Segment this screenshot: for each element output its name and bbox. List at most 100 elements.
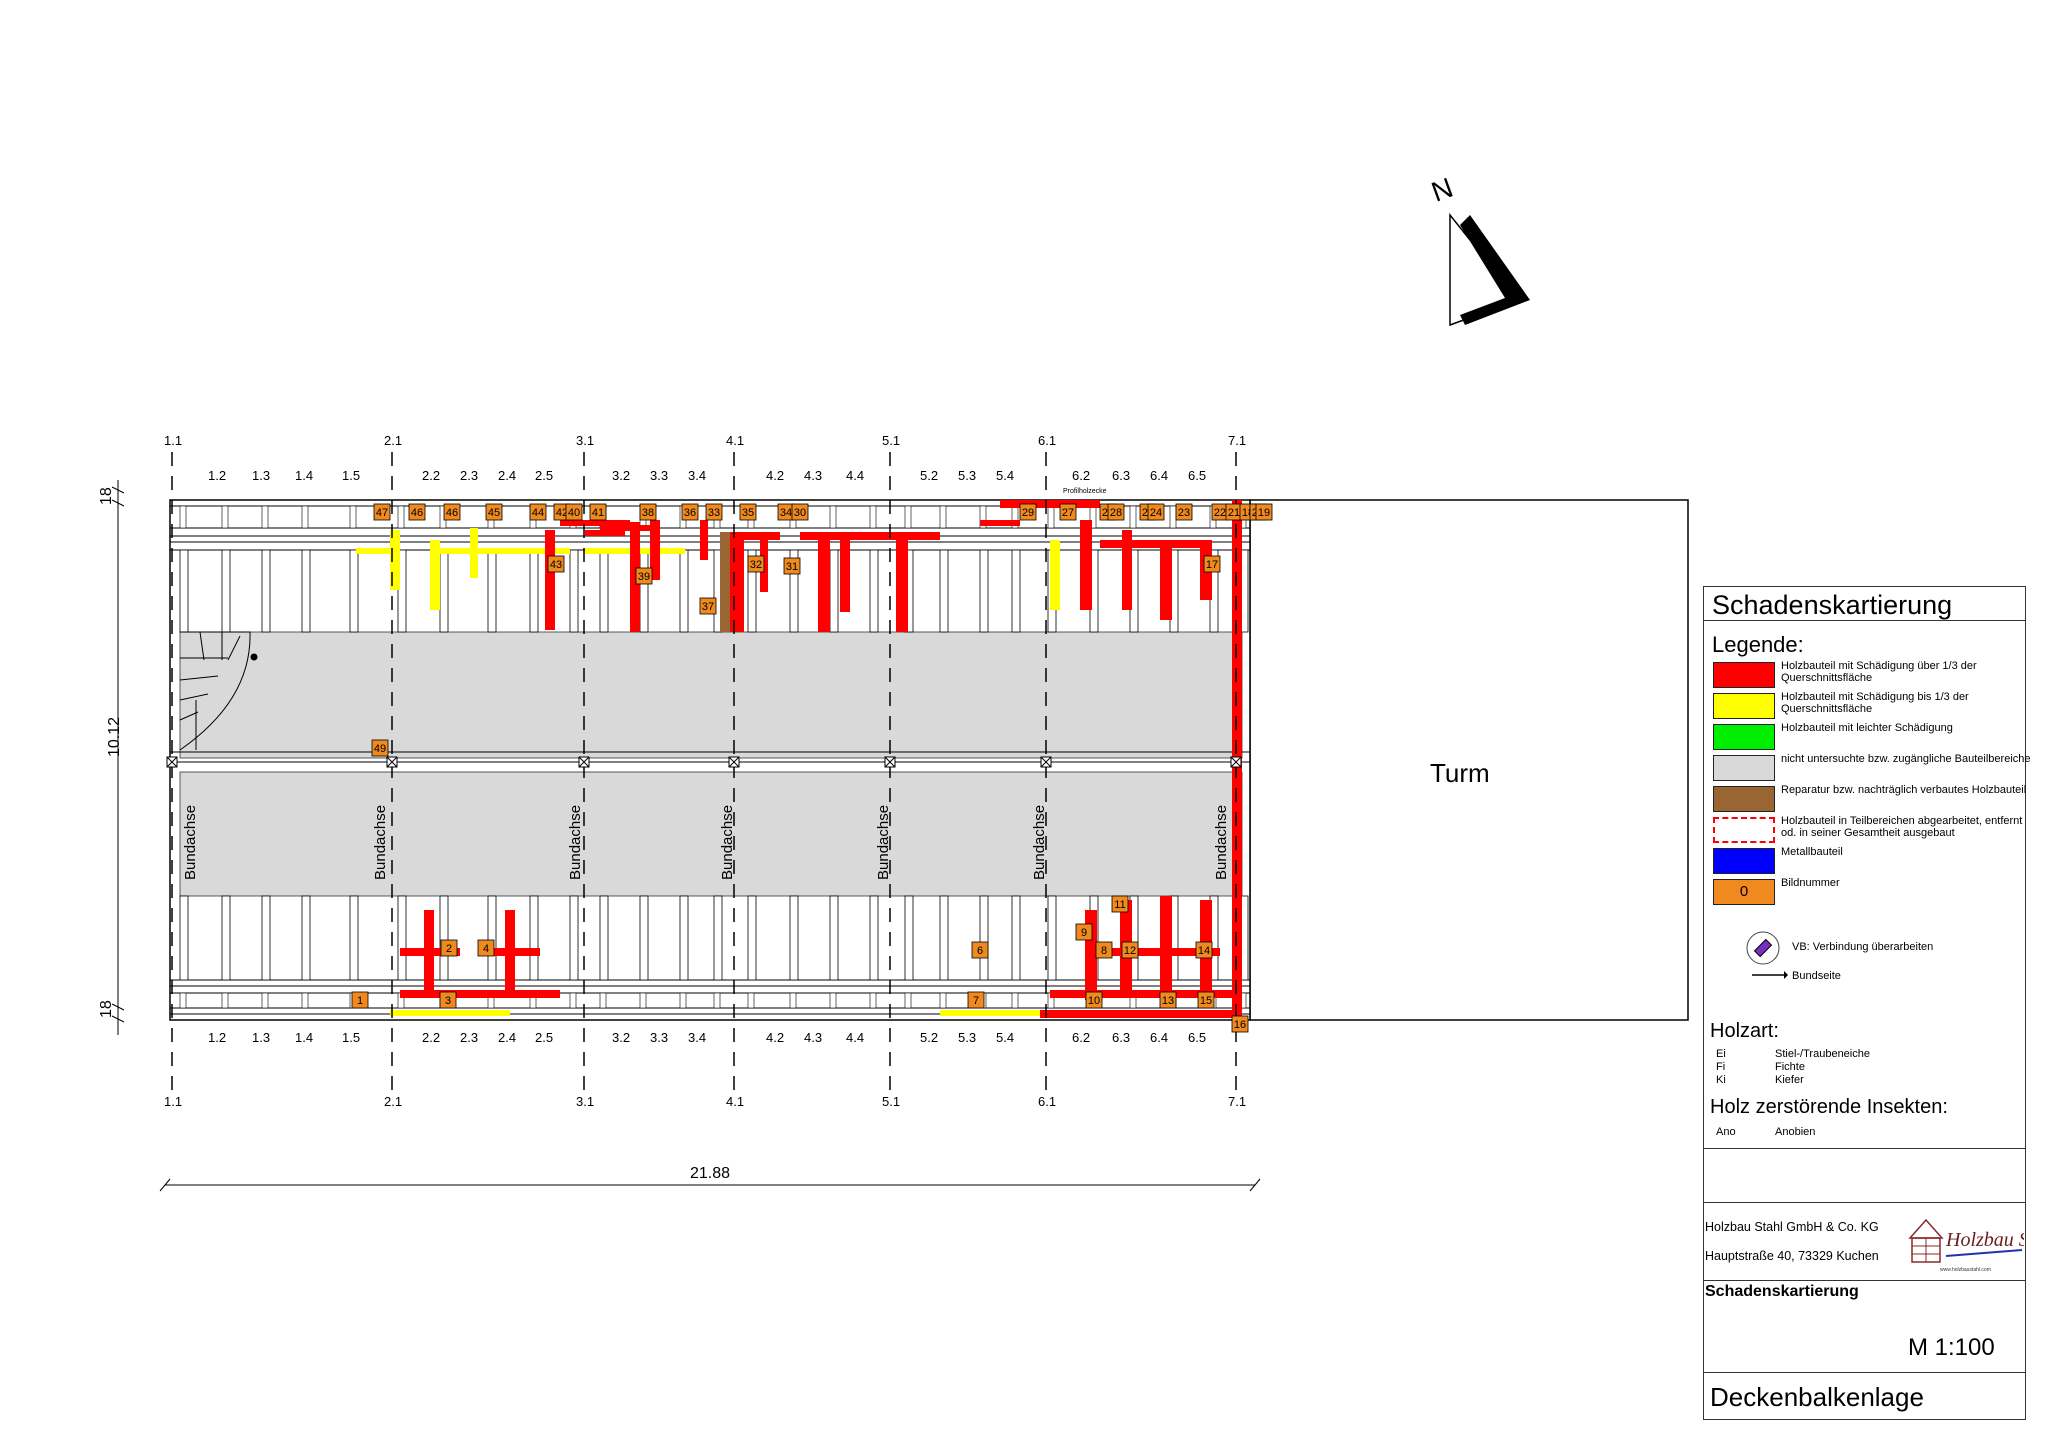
marker-text: 3 (445, 995, 451, 1007)
company-address: Hauptstraße 40, 73329 Kuchen (1705, 1249, 1879, 1263)
profil-note: Profilholzecke (1063, 488, 1107, 495)
joist (747, 549, 757, 633)
marker-text: 39 (638, 571, 650, 583)
marker-text: 15 (1200, 995, 1212, 1007)
joist (261, 549, 271, 633)
joist-end (639, 992, 647, 1009)
axis-label-top: 3.1 (576, 433, 594, 448)
marker-box (739, 503, 757, 521)
marker-text: 13 (1162, 995, 1174, 1007)
marker-box (1197, 991, 1215, 1009)
image-number-marker: 46 (443, 503, 461, 521)
legend-label: Bildnummer (1781, 877, 1840, 889)
marker-text: 17 (1206, 559, 1218, 571)
marker-text: 31 (786, 561, 798, 573)
image-number-marker: 15 (1197, 991, 1215, 1009)
image-number-marker: 37 (699, 597, 717, 615)
axis-lines: 1.1 1.1 2.1 2.1 3.1 3.1 4.1 4.1 5.1 5.1 6.1 6.1 7.1 7… (164, 433, 1246, 1109)
joist-end (569, 992, 577, 1009)
joist (679, 549, 689, 633)
image-number-marker: 44 (529, 503, 547, 521)
axis-label-top: 1.1 (164, 433, 182, 448)
image-number-markers: 4746464544424041383633353430292726282524… (351, 503, 1273, 1033)
axis-label-bottom: 5.1 (882, 1094, 900, 1109)
legend-swatch: 0 (1713, 879, 1775, 905)
marker-text: 23 (1178, 507, 1190, 519)
sub-axis-label-bottom: 2.2 (422, 1030, 440, 1045)
marker-text: 33 (708, 507, 720, 519)
sub-axis-label-top: 2.2 (422, 468, 440, 483)
dim-left-bottom: 18 (98, 1000, 115, 1018)
vb-label: VB: Verbindung überarbeiten (1792, 941, 1934, 953)
marker-text: 43 (550, 559, 562, 571)
marker-box (1159, 991, 1177, 1009)
post-cross (1040, 756, 1052, 768)
bundseite-arrow-icon (1752, 968, 1788, 986)
marker-box (1195, 941, 1213, 959)
sub-axis-label-top: 1.3 (252, 468, 270, 483)
marker-text: 16 (1234, 1019, 1246, 1031)
joist (397, 549, 407, 633)
sub-axis-label-bottom: 1.4 (295, 1030, 313, 1045)
staircase-icon (179, 631, 258, 751)
sub-axis-label-bottom: 3.2 (612, 1030, 630, 1045)
sub-axis-label-bottom: 5.2 (920, 1030, 938, 1045)
damage-mark (700, 520, 708, 560)
sub-axis-label-top: 1.2 (208, 468, 226, 483)
titleblock-divider-2 (1703, 1202, 2026, 1203)
sub-axis-label-top: 3.4 (688, 468, 706, 483)
image-number-marker: 2 (440, 939, 458, 957)
image-number-marker: 27 (1059, 503, 1077, 521)
joist-end (904, 992, 912, 1009)
joist-end (869, 505, 877, 529)
sub-axis-label-bottom: 1.2 (208, 1030, 226, 1045)
bundachse-label: Bundachse (875, 805, 892, 880)
legend-swatch (1713, 724, 1775, 750)
image-number-marker: 4 (477, 939, 495, 957)
marker-text: 10 (1088, 995, 1100, 1007)
joist-end (679, 992, 687, 1009)
axis-label-top: 2.1 (384, 433, 402, 448)
marker-box (440, 939, 458, 957)
joist (261, 895, 271, 981)
damage-mark (818, 532, 830, 632)
joist-end (179, 992, 187, 1009)
image-number-marker: 45 (485, 503, 503, 521)
sub-axis-label-bottom: 3.3 (650, 1030, 668, 1045)
bundachse-label: Bundachse (1031, 805, 1048, 880)
marker-box (1255, 503, 1273, 521)
joist (221, 549, 231, 633)
image-number-marker: 43 (547, 555, 565, 573)
joist (979, 549, 989, 633)
sub-axis-label-top: 6.5 (1188, 468, 1206, 483)
not-examined-area-top (179, 631, 1243, 759)
joist-end (179, 505, 187, 529)
sub-axis-label-bottom: 6.2 (1072, 1030, 1090, 1045)
axis-label-top: 7.1 (1228, 433, 1246, 448)
sub-axis-label-bottom: 2.3 (460, 1030, 478, 1045)
sub-axis-label-bottom: 6.5 (1188, 1030, 1206, 1045)
damage-mark (1100, 540, 1200, 548)
holzart-code: Ki (1716, 1074, 1726, 1086)
titleblock-divider-1 (1703, 1148, 2026, 1149)
marker-text: 19 (1258, 507, 1270, 519)
damage-mark (1160, 540, 1172, 620)
marker-box (477, 939, 495, 957)
legend-label: nicht untersuchte bzw. zugängliche Baute… (1781, 753, 2031, 765)
marker-box (1175, 503, 1193, 521)
image-number-marker: 7 (967, 991, 985, 1009)
joist-end (904, 505, 912, 529)
bundachse-label: Bundachse (567, 805, 584, 880)
marker-box (1095, 941, 1113, 959)
damage-mark (585, 530, 625, 536)
joist (713, 895, 723, 981)
axis-label-top: 5.1 (882, 433, 900, 448)
marker-text: 9 (1081, 927, 1087, 939)
post-cross (166, 756, 178, 768)
marker-text: 24 (1150, 507, 1162, 519)
joist (439, 895, 449, 981)
joist (487, 549, 497, 633)
joist-end (1011, 992, 1019, 1009)
joist (569, 895, 579, 981)
marker-box (967, 991, 985, 1009)
